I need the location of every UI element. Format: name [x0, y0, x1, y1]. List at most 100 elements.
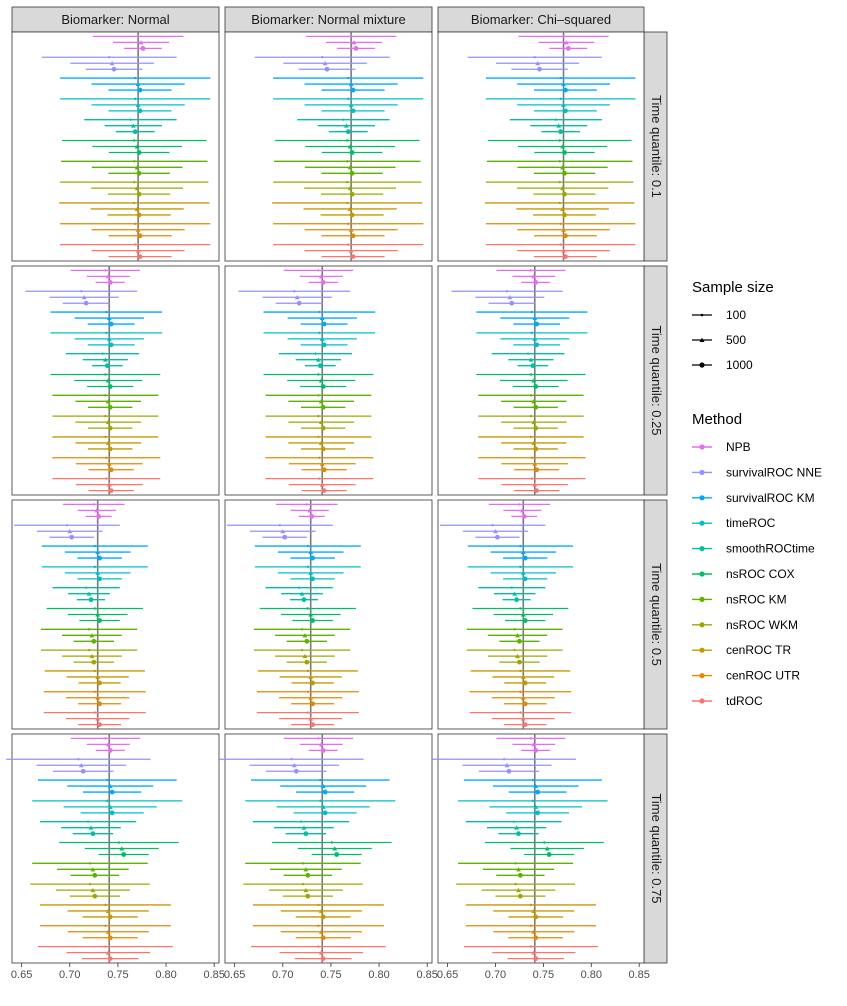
point-n1000	[107, 748, 113, 753]
legend-method-label: survivalROC NNE	[726, 465, 822, 479]
point-n1000	[97, 701, 103, 707]
point-n500	[89, 633, 95, 638]
point-n100	[105, 477, 108, 480]
point-n500	[106, 336, 112, 341]
panel	[437, 499, 645, 730]
point-n1000	[562, 191, 567, 197]
point-n500	[561, 81, 566, 87]
point-n500	[106, 482, 112, 487]
point-n1000	[97, 555, 103, 561]
point-n500	[67, 529, 73, 534]
point-n500	[134, 206, 140, 211]
point-n100	[347, 97, 350, 101]
point-n100	[559, 222, 562, 225]
point-n100	[104, 737, 107, 740]
point-n500	[299, 591, 305, 596]
point-n500	[531, 742, 537, 747]
point-n1000	[320, 280, 326, 285]
point-n1000	[107, 280, 113, 285]
point-n100	[133, 160, 136, 163]
point-n1000	[562, 150, 567, 155]
point-n100	[104, 394, 107, 397]
point-n1000	[137, 233, 143, 239]
point-n1000	[350, 87, 356, 93]
point-n100	[514, 862, 517, 865]
point-n100	[318, 310, 321, 314]
point-n100	[558, 180, 561, 184]
point-n1000	[90, 831, 96, 837]
point-n100	[530, 310, 534, 314]
point-n500	[320, 804, 326, 809]
point-n100	[317, 414, 320, 418]
point-n1000	[109, 810, 115, 816]
point-n1000	[533, 280, 539, 285]
legend-method-marker	[699, 444, 705, 450]
point-n100	[77, 758, 80, 761]
point-n1000	[537, 66, 542, 72]
point-n1000	[320, 425, 326, 431]
point-n1000	[304, 659, 310, 665]
point-n500	[516, 887, 521, 893]
point-n500	[308, 674, 314, 679]
point-n500	[303, 867, 309, 872]
point-n100	[134, 222, 137, 225]
point-n1000	[305, 872, 311, 878]
point-n1000	[104, 363, 110, 369]
point-n100	[510, 586, 513, 589]
row-strip-label: Time quantile: 0.5	[649, 563, 664, 666]
x-tick-label: 0.75	[107, 969, 128, 981]
point-n1000	[522, 576, 528, 582]
point-n500	[514, 825, 519, 830]
point-n1000	[88, 597, 94, 603]
point-n100	[559, 243, 562, 246]
point-n500	[86, 591, 92, 596]
point-n1000	[562, 212, 567, 218]
x-tick-label: 0.70	[272, 969, 293, 981]
point-n100	[101, 352, 104, 355]
point-n1000	[107, 404, 113, 410]
point-n1000	[563, 233, 568, 239]
point-n100	[117, 841, 121, 844]
point-n100	[533, 56, 536, 59]
point-n100	[108, 56, 111, 59]
point-n1000	[562, 170, 567, 176]
point-n100	[93, 544, 97, 548]
point-n500	[90, 867, 96, 872]
point-n1000	[350, 233, 356, 239]
point-n500	[520, 549, 526, 555]
point-n100	[93, 607, 97, 610]
x-tick-label: 0.80	[368, 969, 389, 981]
point-n1000	[80, 768, 86, 774]
row-strip-label: Time quantile: 0.1	[649, 95, 664, 198]
point-n500	[308, 549, 314, 555]
point-n100	[86, 820, 90, 823]
point-n1000	[137, 254, 143, 259]
point-n100	[106, 799, 109, 803]
panel	[224, 31, 433, 262]
point-n1000	[92, 893, 98, 899]
legend-size-label: 1000	[726, 358, 753, 372]
point-n100	[543, 841, 546, 844]
point-n1000	[108, 321, 114, 327]
point-n500	[318, 419, 324, 425]
point-n1000	[522, 618, 528, 623]
legend-size-marker	[699, 337, 705, 342]
point-n100	[558, 139, 561, 142]
point-n500	[135, 248, 141, 253]
point-n100	[519, 544, 522, 548]
point-n500	[95, 612, 101, 617]
point-n1000	[518, 872, 523, 878]
point-n100	[531, 778, 535, 782]
point-n100	[84, 586, 88, 589]
point-n500	[512, 591, 518, 596]
point-n100	[105, 310, 108, 314]
point-n1000	[522, 680, 528, 686]
point-n500	[88, 825, 94, 830]
x-tick-label: 0.80	[155, 969, 176, 981]
point-n500	[535, 61, 541, 66]
legend-size-label: 100	[726, 308, 746, 322]
point-n100	[346, 160, 349, 163]
point-n100	[318, 331, 321, 335]
legend-method-marker	[699, 495, 705, 501]
point-n100	[330, 841, 334, 844]
